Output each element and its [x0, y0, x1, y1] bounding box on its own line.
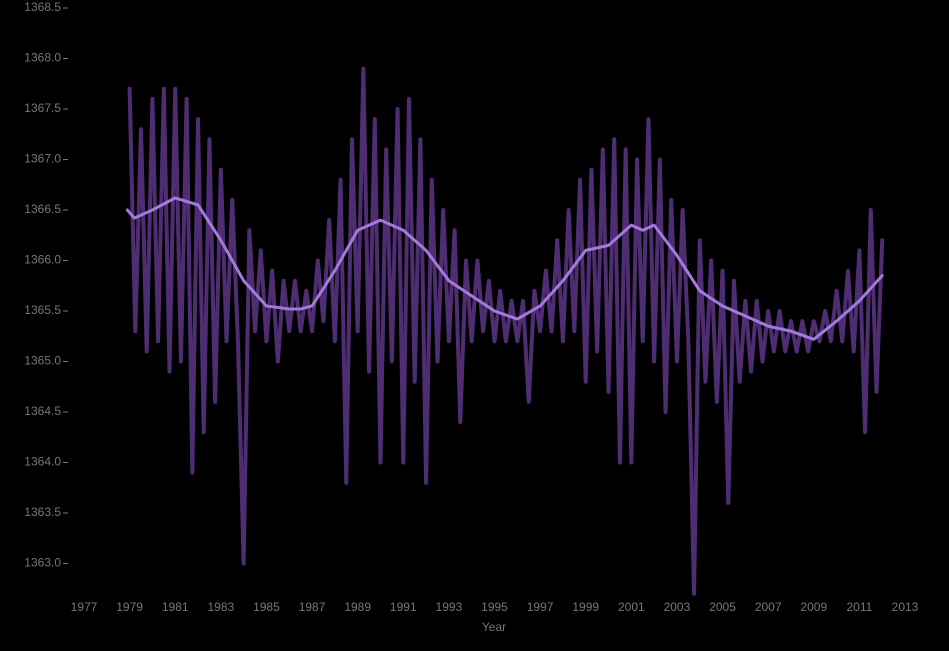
x-tick-label: 1983	[207, 600, 234, 614]
x-tick-label: 2009	[800, 600, 827, 614]
x-tick-label: 2007	[755, 600, 782, 614]
x-tick-label: 1991	[390, 600, 417, 614]
y-tick-label: 1368.0	[24, 51, 61, 65]
x-axis-label: Year	[482, 620, 506, 634]
y-tick-label: 1366.0	[24, 253, 61, 267]
y-tick-label: 1367.0	[24, 152, 61, 166]
y-tick-label: 1365.0	[24, 354, 61, 368]
y-tick-label: 1363.0	[24, 556, 61, 570]
x-tick-label: 1979	[116, 600, 143, 614]
x-tick-label: 1981	[162, 600, 189, 614]
x-tick-label: 1995	[481, 600, 508, 614]
x-tick-label: 2003	[664, 600, 691, 614]
y-tick-label: 1368.5	[24, 0, 61, 14]
x-tick-label: 1997	[527, 600, 554, 614]
x-tick-label: 1993	[436, 600, 463, 614]
data-line	[127, 66, 885, 596]
x-tick-label: 2013	[892, 600, 919, 614]
x-tick-label: 1987	[299, 600, 326, 614]
x-tick-label: 1989	[344, 600, 371, 614]
x-tick-label: 1977	[71, 600, 98, 614]
y-tick-label: 1364.0	[24, 455, 61, 469]
x-tick-label: 2011	[846, 600, 872, 614]
y-tick-label: 1364.5	[24, 404, 61, 418]
x-tick-label: 1999	[572, 600, 599, 614]
x-tick-label: 2001	[618, 600, 645, 614]
data-line	[125, 196, 884, 341]
x-tick-label: 1985	[253, 600, 280, 614]
y-tick-label: 1366.5	[24, 202, 61, 216]
y-tick-label: 1363.5	[24, 505, 61, 519]
x-tick-label: 2005	[709, 600, 736, 614]
y-tick-label: 1367.5	[24, 101, 61, 115]
y-tick-label: 1365.5	[24, 303, 61, 317]
